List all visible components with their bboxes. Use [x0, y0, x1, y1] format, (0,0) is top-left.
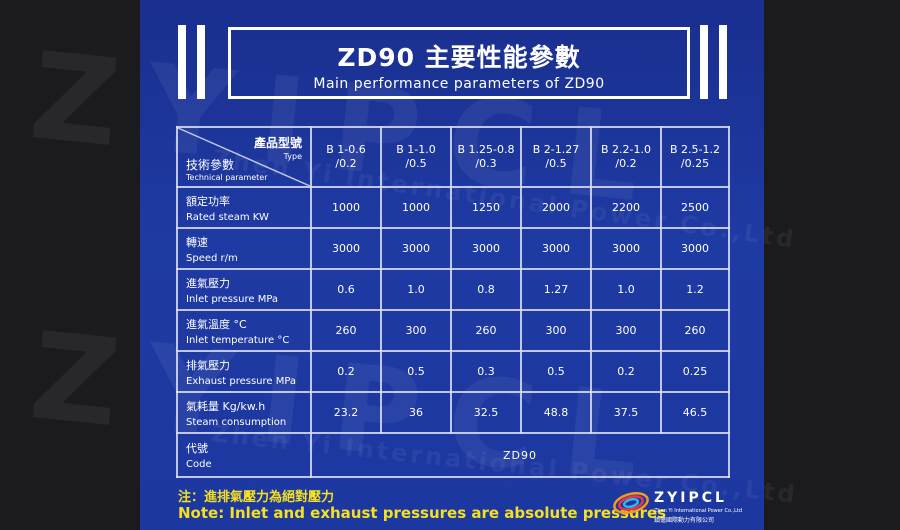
note-en: Note: Inlet and exhaust pressures are ab… — [178, 504, 667, 522]
title-deco-bar — [197, 25, 205, 99]
table-cell: 0.2 — [310, 350, 382, 393]
table-cell: 1.0 — [380, 268, 452, 311]
param-label: 轉速 Speed r/m — [176, 227, 312, 270]
table-cell: 3000 — [520, 227, 592, 270]
table-row: 轉速 Speed r/m 3000 3000 3000 3000 3000 300… — [176, 227, 730, 270]
param-label: 額定功率 Rated steam KW — [176, 186, 312, 229]
code-label: 代號 Code — [176, 432, 312, 478]
model-header-en: Type — [283, 152, 302, 161]
param-header-en: Technical parameter — [186, 173, 268, 182]
diagonal-divider — [178, 128, 310, 186]
table-cell: 32.5 — [450, 391, 522, 434]
code-value: ZD90 — [310, 432, 730, 478]
spec-table: 產品型號 Type 技術參數 Technical parameter B 1-0… — [176, 126, 730, 478]
company-logo: ZYIPCL Zhen Yi International Power Co.,L… — [612, 488, 742, 526]
swirl-logo-icon — [613, 492, 649, 514]
title-deco-bar — [719, 25, 727, 99]
table-cell: 2000 — [520, 186, 592, 229]
table-cell: 260 — [450, 309, 522, 352]
table-cell: 36 — [380, 391, 452, 434]
table-cell: 1.0 — [590, 268, 662, 311]
corner-header-cell: 產品型號 Type 技術參數 Technical parameter — [176, 126, 312, 188]
model-header: B 2.2-1.0/0.2 — [590, 126, 662, 188]
table-cell: 23.2 — [310, 391, 382, 434]
table-cell: 260 — [310, 309, 382, 352]
table-row: 氣耗量 Kg/kw.h Steam consumption 23.2 36 32.… — [176, 391, 730, 434]
param-label: 氣耗量 Kg/kw.h Steam consumption — [176, 391, 312, 434]
code-row: 代號 Code ZD90 — [176, 432, 730, 478]
model-header: B 1-1.0/0.5 — [380, 126, 452, 188]
title-deco-bar — [178, 25, 186, 99]
table-cell: 48.8 — [520, 391, 592, 434]
table-cell: 260 — [660, 309, 730, 352]
page-subtitle: Main performance parameters of ZD90 — [313, 76, 605, 92]
title-box: ZD90 主要性能參數 Main performance parameters … — [228, 27, 690, 99]
table-cell: 1.27 — [520, 268, 592, 311]
table-cell: 300 — [380, 309, 452, 352]
model-header: B 2-1.27/0.5 — [520, 126, 592, 188]
table-cell: 3000 — [380, 227, 452, 270]
page-title: ZD90 主要性能參數 — [337, 43, 581, 72]
table-row: 額定功率 Rated steam KW 1000 1000 1250 2000 2… — [176, 186, 730, 229]
table-cell: 0.25 — [660, 350, 730, 393]
table-cell: 3000 — [590, 227, 662, 270]
table-cell: 1.2 — [660, 268, 730, 311]
table-row: 排氣壓力 Exhaust pressure MPa 0.2 0.5 0.3 0.5… — [176, 350, 730, 393]
param-label: 排氣壓力 Exhaust pressure MPa — [176, 350, 312, 393]
table-cell: 0.5 — [380, 350, 452, 393]
table-cell: 300 — [590, 309, 662, 352]
table-cell: 3000 — [660, 227, 730, 270]
table-cell: 2200 — [590, 186, 662, 229]
table-cell: 2500 — [660, 186, 730, 229]
model-header-zh: 產品型號 — [253, 136, 302, 150]
table-cell: 1250 — [450, 186, 522, 229]
table-cell: 1000 — [380, 186, 452, 229]
table-cell: 0.5 — [520, 350, 592, 393]
model-header: B 1.25-0.8/0.3 — [450, 126, 522, 188]
model-header: B 2.5-1.2/0.25 — [660, 126, 730, 188]
table-cell: 0.2 — [590, 350, 662, 393]
table-cell: 3000 — [450, 227, 522, 270]
table-cell: 0.6 — [310, 268, 382, 311]
table-cell: 0.8 — [450, 268, 522, 311]
param-label: 進氣壓力 Inlet pressure MPa — [176, 268, 312, 311]
table-row: 進氣壓力 Inlet pressure MPa 0.6 1.0 0.8 1.27 … — [176, 268, 730, 311]
table-header-row: 產品型號 Type 技術參數 Technical parameter B 1-0… — [176, 126, 730, 188]
logo-sub-zh: 鎮億國際動力有限公司 — [654, 517, 715, 524]
table-cell: 37.5 — [590, 391, 662, 434]
table-cell: 300 — [520, 309, 592, 352]
table-cell: 0.3 — [450, 350, 522, 393]
table-row: 進氣溫度 °C Inlet temperature °C 260 300 260 … — [176, 309, 730, 352]
param-label: 進氣溫度 °C Inlet temperature °C — [176, 309, 312, 352]
table-cell: 1000 — [310, 186, 382, 229]
title-deco-bar — [700, 25, 708, 99]
param-header-zh: 技術參數 — [186, 158, 235, 172]
table-cell: 3000 — [310, 227, 382, 270]
table-cell: 46.5 — [660, 391, 730, 434]
logo-name: ZYIPCL — [654, 490, 727, 506]
model-header: B 1-0.6/0.2 — [310, 126, 382, 188]
note-zh: 注：進排氣壓力為絕對壓力 — [178, 490, 335, 505]
logo-sub-en: Zhen Yi International Power Co.,Ltd — [654, 508, 743, 514]
